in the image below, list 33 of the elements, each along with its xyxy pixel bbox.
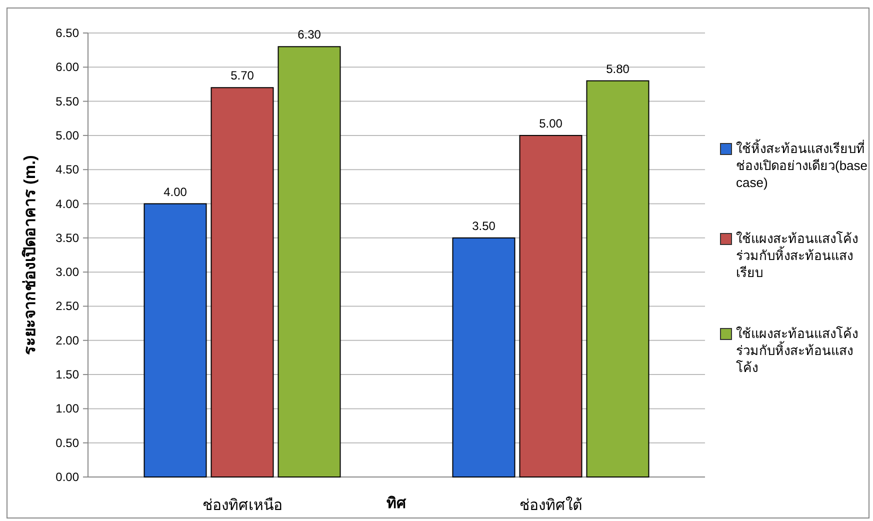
x-tick-label: ช่องทิศเหนือ	[202, 497, 282, 514]
y-tick-label: 2.50	[56, 299, 80, 314]
legend-label: ใช้แผงสะท้อนแสงโค้งร่วมกับหิ้งสะท้อนแสงโค้ง	[736, 325, 859, 376]
y-tick-label: 2.00	[56, 333, 80, 348]
y-axis-title: ระยะจากช่องเปิดอาคาร (m.)	[21, 155, 39, 355]
y-tick-label: 3.00	[56, 265, 80, 280]
y-tick-label: 3.50	[56, 230, 80, 245]
y-tick-label: 5.00	[56, 128, 80, 142]
text: 6.30	[298, 28, 321, 42]
y-tick-label: 4.00	[56, 196, 80, 211]
text: 5.70	[230, 68, 254, 83]
y-tick-label: 1.50	[56, 368, 80, 382]
y-tick-label: 5.50	[56, 94, 80, 108]
y-tick-label: 4.50	[56, 162, 80, 177]
y-tick-label: 6.50	[56, 26, 80, 40]
text: 5.00	[539, 116, 562, 130]
bar	[452, 237, 516, 478]
y-tick-label: 0.50	[56, 436, 80, 450]
bar	[210, 87, 274, 478]
text: 5.80	[606, 62, 630, 76]
y-tick-label: 6.00	[56, 60, 80, 74]
bar	[519, 134, 582, 478]
text: 4.00	[164, 184, 187, 199]
legend-label: ใช้แผงสะท้อนแสงโค้งร่วมกับหิ้งสะท้อนแสงเรียบ	[736, 230, 859, 281]
legend-label: ใช้หิ้งสะท้อนแสงเรียบที่ช่องเปิดอย่างเดียว(base case)	[736, 140, 868, 191]
x-tick-label: ช่องทิศใต้	[519, 496, 582, 514]
bar	[586, 80, 650, 478]
text: 3.50	[472, 218, 496, 233]
x-axis-title: ทิศ	[386, 494, 406, 512]
bar	[144, 203, 207, 478]
y-tick-label: 0.00	[56, 470, 80, 484]
bar	[278, 46, 341, 478]
y-tick-label: 1.00	[56, 402, 80, 416]
